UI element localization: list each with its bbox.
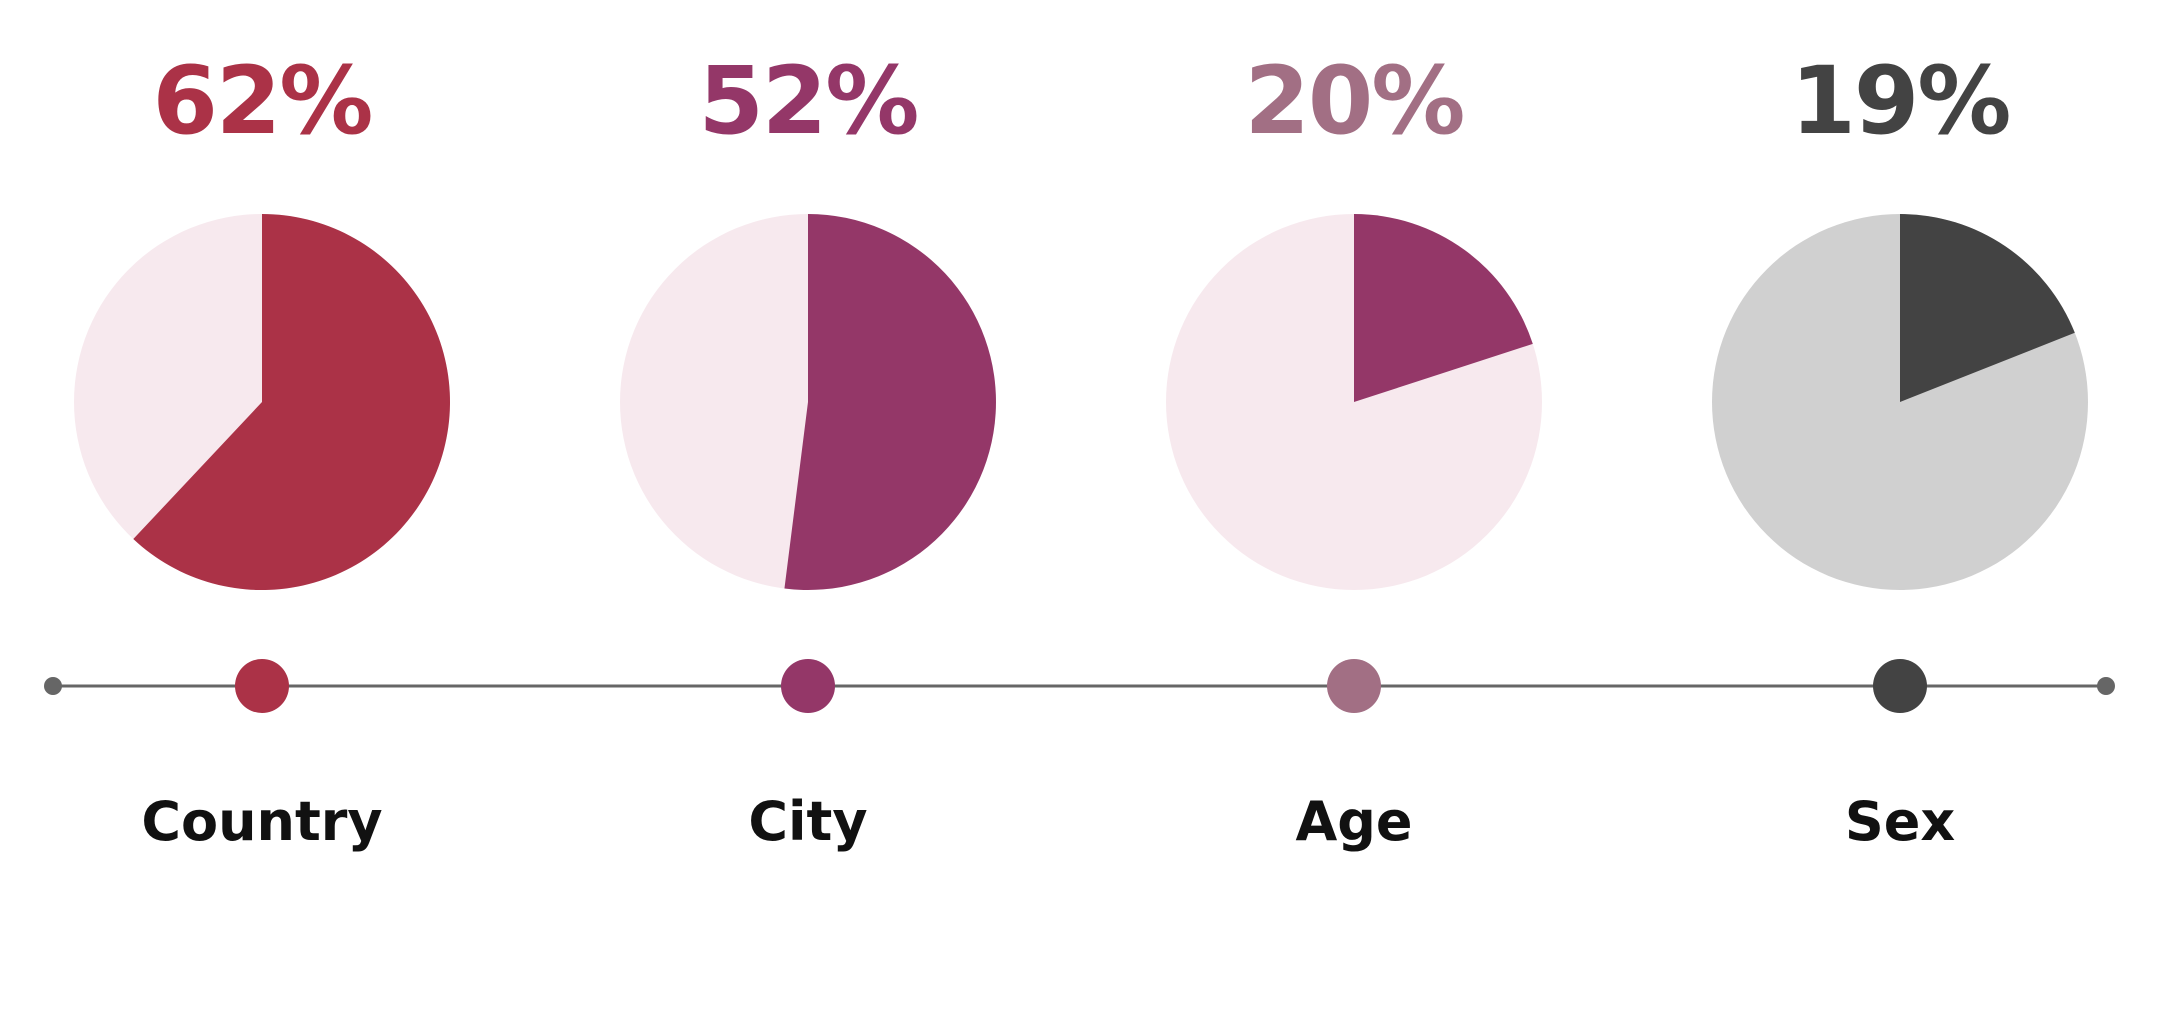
pie-slice-sex [1900, 214, 2075, 402]
category-label-city: City [748, 790, 867, 853]
category-label-sex: Sex [1845, 790, 1956, 853]
timeline-start-dot [44, 677, 62, 695]
timeline-dot-country [235, 659, 289, 713]
percent-label-age: 20% [1245, 47, 1464, 156]
category-label-country: Country [141, 790, 382, 853]
timeline-dot-sex [1873, 659, 1927, 713]
percent-label-city: 52% [699, 47, 918, 156]
timeline-dot-city [781, 659, 835, 713]
timeline-dot-age [1327, 659, 1381, 713]
pie-slice-city [784, 214, 996, 590]
pie-slice-country [133, 214, 451, 590]
pie-slice-age [1354, 214, 1533, 402]
percent-label-country: 62% [153, 47, 372, 156]
category-label-age: Age [1295, 790, 1412, 853]
percent-label-sex: 19% [1791, 47, 2010, 156]
timeline-end-dot [2097, 677, 2115, 695]
